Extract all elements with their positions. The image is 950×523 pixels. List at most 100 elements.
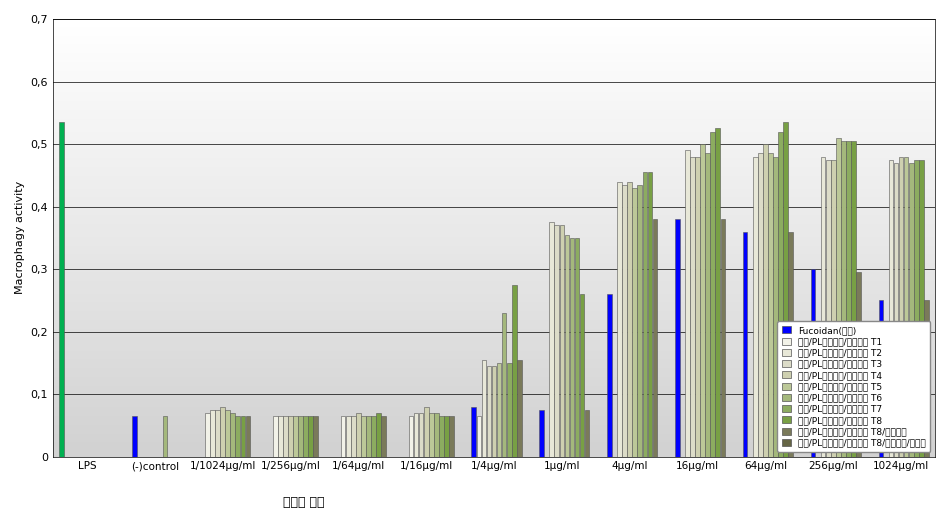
Bar — [419, 413, 424, 457]
Bar — [53, 72, 935, 76]
Bar — [53, 452, 935, 457]
Bar — [231, 413, 235, 457]
Bar — [471, 406, 476, 457]
Bar — [366, 416, 370, 457]
Bar — [53, 378, 935, 382]
Bar — [361, 416, 366, 457]
Bar — [53, 277, 935, 281]
Bar — [303, 416, 308, 457]
Bar — [778, 131, 783, 457]
Bar — [836, 138, 841, 457]
Bar — [517, 360, 522, 457]
Bar — [53, 268, 935, 273]
Bar — [53, 444, 935, 448]
Bar — [53, 229, 935, 233]
Bar — [53, 242, 935, 246]
Bar — [580, 294, 584, 457]
Bar — [903, 156, 908, 457]
Bar — [273, 416, 277, 457]
Bar — [773, 156, 778, 457]
Bar — [53, 190, 935, 194]
Bar — [711, 131, 715, 457]
Bar — [53, 338, 935, 343]
Bar — [53, 98, 935, 102]
Bar — [408, 416, 413, 457]
Bar — [512, 285, 517, 457]
Bar — [428, 413, 433, 457]
Bar — [821, 156, 826, 457]
Bar — [53, 448, 935, 452]
Bar — [53, 373, 935, 378]
Bar — [53, 426, 935, 430]
Bar — [492, 366, 496, 457]
Bar — [753, 156, 757, 457]
Bar — [637, 185, 642, 457]
Bar — [434, 413, 439, 457]
Bar — [444, 416, 448, 457]
Bar — [53, 19, 935, 24]
Bar — [53, 50, 935, 54]
Bar — [240, 416, 245, 457]
Bar — [53, 94, 935, 98]
Bar — [622, 185, 627, 457]
Bar — [53, 150, 935, 155]
Bar — [53, 365, 935, 369]
Bar — [560, 225, 564, 457]
Bar — [486, 366, 491, 457]
Bar — [570, 238, 575, 457]
Bar — [283, 416, 288, 457]
Bar — [210, 410, 215, 457]
Bar — [225, 410, 230, 457]
Bar — [549, 222, 554, 457]
Bar — [879, 300, 884, 457]
Bar — [424, 406, 428, 457]
Bar — [53, 198, 935, 203]
Bar — [53, 163, 935, 168]
Bar — [53, 395, 935, 400]
Bar — [346, 416, 351, 457]
Bar — [53, 59, 935, 63]
Bar — [205, 413, 210, 457]
Bar — [851, 141, 856, 457]
Bar — [53, 28, 935, 32]
Bar — [53, 351, 935, 356]
Bar — [53, 325, 935, 329]
Bar — [53, 211, 935, 216]
Bar — [502, 313, 506, 457]
Bar — [53, 435, 935, 439]
Bar — [784, 122, 788, 457]
Bar — [53, 176, 935, 181]
Bar — [564, 235, 569, 457]
Bar — [675, 219, 679, 457]
Bar — [690, 156, 694, 457]
Bar — [314, 416, 318, 457]
Bar — [53, 321, 935, 325]
Bar — [653, 219, 657, 457]
Bar — [53, 76, 935, 80]
Bar — [497, 363, 502, 457]
Bar — [705, 153, 710, 457]
Bar — [53, 303, 935, 308]
Bar — [700, 144, 705, 457]
Bar — [831, 160, 836, 457]
Bar — [53, 255, 935, 259]
Bar — [288, 416, 293, 457]
Bar — [53, 264, 935, 268]
Bar — [53, 238, 935, 242]
Bar — [53, 308, 935, 312]
Bar — [846, 141, 851, 457]
Bar — [53, 273, 935, 277]
Bar — [53, 41, 935, 46]
Bar — [53, 172, 935, 176]
Bar — [607, 294, 612, 457]
Bar — [685, 150, 690, 457]
Bar — [53, 85, 935, 89]
Bar — [53, 386, 935, 391]
Bar — [53, 220, 935, 225]
Bar — [720, 219, 725, 457]
Bar — [53, 185, 935, 190]
Bar — [53, 128, 935, 133]
Bar — [236, 416, 240, 457]
Bar — [826, 160, 830, 457]
Bar — [294, 416, 298, 457]
